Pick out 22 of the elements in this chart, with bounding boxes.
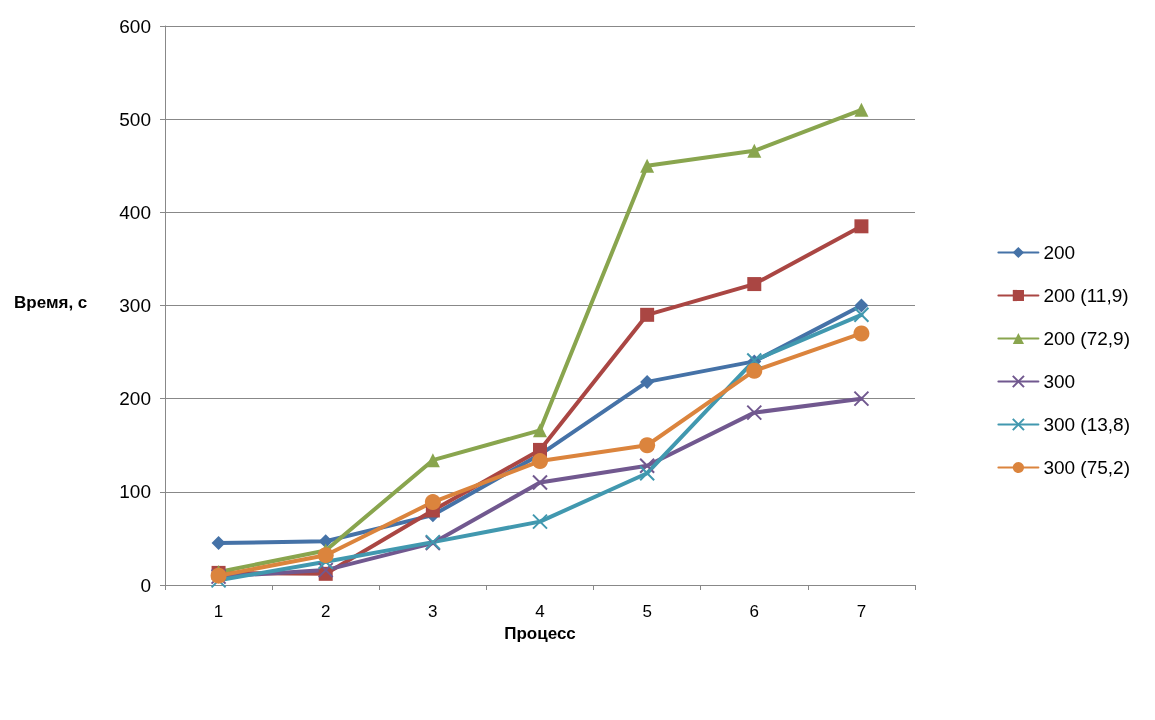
legend-label: 200 (1043, 242, 1076, 263)
x-tick-label: 5 (642, 602, 652, 621)
y-tick-label: 200 (119, 388, 151, 410)
y-tick-label: 500 (119, 108, 151, 130)
y-tick-label: 400 (119, 201, 151, 223)
x-tick-label: 6 (749, 602, 760, 621)
y-tick-label: 100 (119, 481, 151, 503)
x-tick-label: 7 (856, 602, 867, 621)
x-tick-label: 2 (320, 602, 331, 621)
y-tick-label: 0 (140, 574, 151, 596)
legend-label: 300 (13,8) (1043, 414, 1131, 435)
y-tick-label: 300 (119, 295, 151, 316)
legend-label: 300 (75,2) (1043, 457, 1131, 478)
y-tick-label: 600 (119, 15, 151, 37)
legend-label: 200 (11,9) (1043, 285, 1129, 306)
x-tick-label: 3 (428, 602, 438, 621)
x-axis-title: Процесс (504, 624, 576, 643)
x-tick-label: 1 (213, 602, 224, 621)
x-tick-label: 4 (535, 602, 545, 621)
y-axis-title: Время, с (14, 293, 88, 312)
legend-label: 200 (72,9) (1043, 328, 1131, 349)
legend-label: 300 (1043, 371, 1076, 392)
